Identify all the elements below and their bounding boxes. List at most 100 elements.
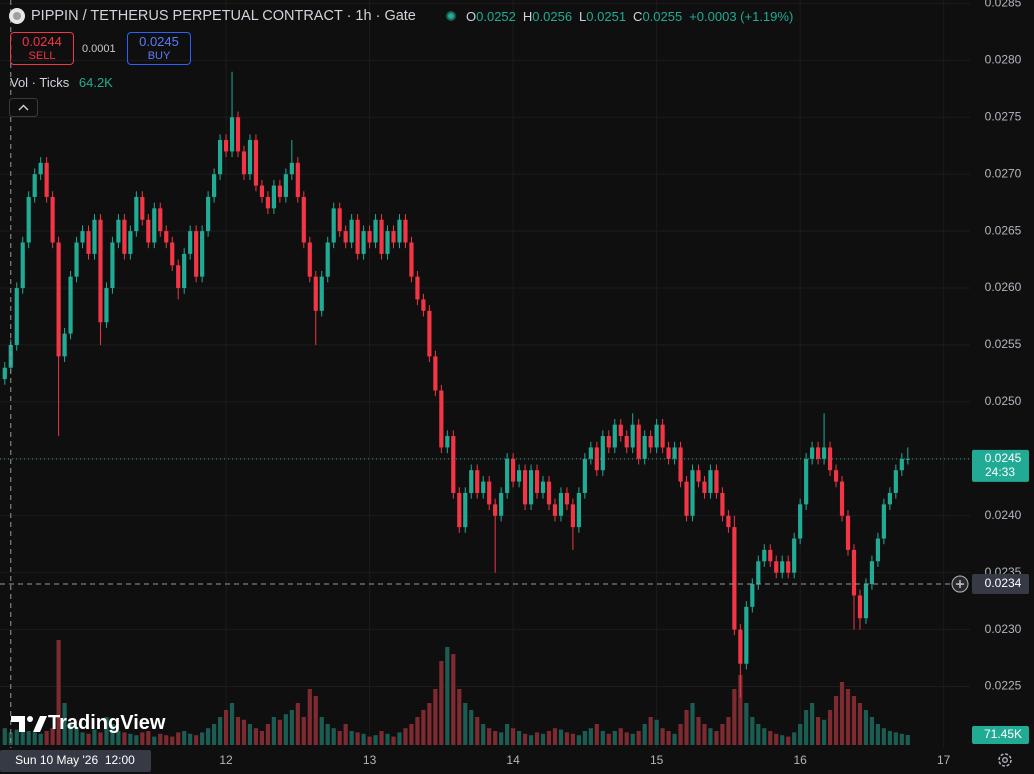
y-tick-label: 0.0255 — [985, 337, 1022, 351]
candle-body — [648, 436, 653, 448]
candle-body — [92, 219, 97, 254]
volume-bar — [851, 696, 857, 745]
volume-bar — [660, 728, 665, 745]
candle-body — [690, 470, 695, 516]
crosshair-time-label: Sun 10 May '26 12:00 — [15, 753, 135, 767]
crosshair-price-label: 0.0234 — [985, 576, 1022, 590]
candle-body — [451, 436, 456, 493]
candle-body — [792, 538, 797, 573]
tradingview-logo: TradingView — [48, 712, 166, 734]
symbol-icon[interactable] — [8, 7, 26, 25]
candle-body — [672, 447, 677, 459]
candle-body — [493, 504, 498, 516]
symbol-title[interactable]: PIPPIN / TETHERUS PERPETUAL CONTRACT · 1… — [31, 8, 416, 24]
sell-button[interactable]: 0.0244 SELL — [10, 32, 74, 65]
candle-body — [887, 492, 892, 505]
candle-body — [720, 492, 725, 516]
volume-bar — [62, 703, 67, 745]
candle-body — [146, 219, 151, 243]
volume-bar — [98, 732, 103, 745]
volume-bar — [810, 703, 815, 745]
candle-body — [475, 470, 480, 493]
candle-body — [62, 333, 67, 357]
candle-body — [540, 481, 546, 493]
volume-bar — [415, 717, 420, 745]
volume-bar — [750, 717, 755, 745]
candle-body — [481, 481, 486, 493]
price-change: +0.0003 (+1.19%) — [689, 9, 794, 24]
volume-bar — [845, 689, 851, 745]
volume-bar — [469, 710, 474, 745]
candle-body — [433, 356, 438, 391]
candle-body — [660, 424, 665, 448]
candle-body — [516, 470, 522, 482]
candle-body — [325, 242, 330, 277]
volume-bar — [433, 689, 438, 745]
volume-bar — [558, 729, 564, 745]
volume-bar — [863, 710, 869, 745]
volume-bar — [768, 731, 773, 745]
candle-body — [600, 436, 605, 471]
candle-body — [86, 231, 91, 254]
sell-price: 0.0244 — [22, 34, 62, 49]
candle-body — [194, 231, 199, 277]
volume-bar — [899, 733, 904, 745]
candle-body — [780, 561, 785, 573]
candle-body — [810, 447, 815, 459]
candle-body — [271, 185, 276, 209]
candle-body — [744, 606, 749, 664]
candle-body — [875, 538, 880, 562]
candle-body — [409, 242, 414, 277]
y-tick-label: 0.0230 — [985, 622, 1022, 636]
volume-bar — [319, 717, 324, 745]
volume-bar — [200, 732, 205, 745]
candle-body — [768, 549, 773, 562]
y-tick-label: 0.0280 — [985, 53, 1022, 67]
volume-bar — [110, 724, 115, 745]
ohlc-legend: O0.0252 H0.0256 L0.0251 C0.0255 +0.0003 (+1.… — [466, 9, 793, 24]
ohlc-key: L — [579, 9, 587, 24]
volume-bar — [128, 733, 133, 745]
candle-body — [80, 231, 85, 243]
candle-body — [833, 470, 839, 482]
y-tick-label: 0.0225 — [985, 679, 1022, 693]
settings-button[interactable] — [994, 749, 1016, 771]
volume-bar — [271, 717, 276, 745]
volume-bar — [792, 732, 797, 745]
volume-bar — [176, 732, 181, 745]
volume-bar — [786, 736, 791, 745]
volume-bar — [421, 710, 426, 745]
volume-bar — [379, 731, 384, 745]
volume-bar — [780, 735, 785, 745]
volume-bar — [588, 728, 593, 745]
volume-bar — [481, 724, 486, 745]
x-tick-label: 16 — [793, 753, 807, 767]
volume-bar — [564, 732, 570, 745]
candle-body — [223, 140, 229, 152]
volume-bar — [367, 736, 372, 745]
candle-body — [427, 310, 432, 357]
buy-button[interactable]: 0.0245 BUY — [127, 32, 191, 65]
candle-body — [343, 231, 348, 243]
candle-body — [421, 299, 426, 311]
volume-bar — [582, 731, 587, 745]
candle-body — [8, 344, 13, 368]
x-tick-label: 17 — [937, 753, 951, 767]
candle-body — [56, 242, 61, 357]
candle-body — [546, 481, 552, 505]
ohlc-value: 0.0252 — [476, 9, 516, 24]
collapse-button[interactable] — [9, 98, 39, 118]
candle-body — [32, 174, 37, 197]
candle-body — [373, 219, 378, 243]
candle-body — [116, 219, 121, 243]
candle-body — [247, 140, 253, 175]
volume-bar — [373, 735, 378, 745]
crosshair-time-box — [0, 750, 151, 772]
y-tick-label: 0.0275 — [985, 109, 1022, 123]
volume-indicator[interactable]: Vol · Ticks 64.2K — [10, 75, 113, 90]
candle-body — [905, 458, 910, 460]
volume-bar — [630, 733, 635, 745]
candle-body — [618, 424, 623, 437]
